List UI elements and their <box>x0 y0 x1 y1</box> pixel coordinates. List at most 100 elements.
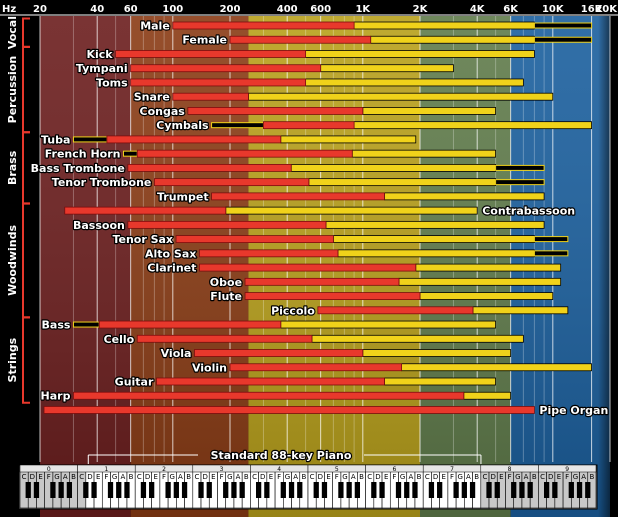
piano-black-key <box>371 482 377 498</box>
instrument-label-snare: Snare <box>134 91 170 104</box>
bar-bassoon-harmonics <box>325 220 545 229</box>
bar-clarinet-harmonics <box>415 263 562 272</box>
piano-note-label: G <box>170 473 175 481</box>
piano-note-label: D <box>30 473 35 481</box>
instrument-label-female: Female <box>182 34 227 47</box>
instrument-row-female: Female <box>181 33 593 48</box>
piano-note-label: C <box>79 473 84 481</box>
instrument-label-congas: Congas <box>140 105 186 118</box>
piano-black-key <box>576 482 583 498</box>
band-edge-fade <box>598 16 618 517</box>
piano-octave-label: 0 <box>47 466 51 473</box>
instrument-row-oboe: Oboe <box>209 275 562 290</box>
piano-octave-label: 1 <box>104 466 108 473</box>
bar-trumpet-fundamental <box>211 192 385 201</box>
piano-note-label: A <box>120 473 125 481</box>
x-tick-label-1k: 1K <box>355 4 371 15</box>
piano-octave-label: 5 <box>335 466 339 473</box>
instrument-label-toms: Toms <box>96 76 128 89</box>
bar-clarinet-fundamental <box>198 263 417 272</box>
group-bracket-percussion <box>22 45 30 134</box>
piano-note-label: A <box>581 473 586 481</box>
bar-tenor-trombone-extended <box>495 179 545 186</box>
bar-female-harmonics <box>370 35 535 44</box>
bar-cymbals-harmonics <box>353 121 592 130</box>
instrument-label-cymbals: Cymbals <box>156 119 209 132</box>
bar-piccolo-fundamental <box>317 306 474 315</box>
instrument-row-trumpet: Trumpet <box>156 189 545 205</box>
piano-octave-cell <box>538 464 597 473</box>
piano-note-label: D <box>318 473 323 481</box>
instrument-label-alto-sax: Alto Sax <box>145 247 196 260</box>
group-vocal: Vocal <box>6 16 30 49</box>
bar-female-fundamental <box>229 35 372 44</box>
bar-guitar-harmonics <box>384 377 497 386</box>
bar-harp-harmonics <box>463 391 512 400</box>
bar-violin-harmonics <box>401 363 592 372</box>
piano-note-label: F <box>335 473 339 481</box>
piano-black-key <box>412 482 418 498</box>
piano-black-key <box>280 482 286 498</box>
piano-note-label: E <box>269 473 273 481</box>
x-tick-label-40: 40 <box>90 4 104 15</box>
piano-note-label: G <box>458 473 463 481</box>
piano-label: Standard 88-key Piano <box>211 449 352 462</box>
piano-note-label: B <box>129 473 134 481</box>
group-label-woodwinds: Woodwinds <box>6 225 19 296</box>
piano-black-key <box>173 482 179 498</box>
piano-note-label: G <box>227 473 232 481</box>
bar-male-harmonics <box>353 21 535 30</box>
piano-black-key <box>552 482 558 498</box>
piano-note-label: D <box>260 473 265 481</box>
piano-note-label: E <box>557 473 561 481</box>
instrument-row-cymbals: Cymbals <box>155 118 592 133</box>
group-label-brass: Brass <box>6 150 19 185</box>
piano-black-key <box>585 482 591 498</box>
bar-tenor-trombone-fundamental <box>153 178 310 187</box>
piano-black-key <box>140 482 147 498</box>
piano-black-key <box>321 482 328 498</box>
piano-note-label: C <box>194 473 199 481</box>
piano-note-label: F <box>47 473 51 481</box>
piano-note-label: A <box>351 473 356 481</box>
bar-female-extended <box>533 36 593 43</box>
piano-black-key <box>91 482 97 498</box>
piano-note-label: F <box>392 473 396 481</box>
piano-note-label: D <box>433 473 438 481</box>
bar-snare-harmonics <box>248 92 554 101</box>
instrument-row-tuba: Tuba <box>40 132 417 148</box>
piano-note-label: B <box>589 473 594 481</box>
piano-note-label: B <box>474 473 479 481</box>
bar-cello-fundamental <box>136 334 313 343</box>
piano-note-label: G <box>400 473 405 481</box>
piano-note-label: F <box>277 473 281 481</box>
piano-octave-label: 7 <box>450 466 454 473</box>
instrument-label-violin: Violin <box>192 361 227 374</box>
piano-note-label: C <box>137 473 142 481</box>
piano-note-label: F <box>104 473 108 481</box>
bar-oboe-harmonics <box>398 277 562 286</box>
instrument-row-tympani: Tympani <box>75 61 454 76</box>
piano-note-label: A <box>63 473 68 481</box>
x-tick-label-4k: 4K <box>470 4 486 15</box>
piano-black-key <box>494 482 500 498</box>
bar-flute-harmonics <box>419 292 554 300</box>
piano-note-label: F <box>450 473 454 481</box>
bar-tenor-sax-extended <box>533 236 569 243</box>
bar-bass-trombone-extended <box>495 164 545 171</box>
bar-alto-sax-fundamental <box>198 249 339 258</box>
piano-note-label: E <box>326 473 330 481</box>
bar-tenor-trombone-harmonics <box>308 178 497 187</box>
instrument-row-bass: Bass <box>40 317 497 333</box>
bar-harp-fundamental <box>73 391 465 400</box>
x-tick-label-20k: 20K <box>595 4 618 15</box>
piano-black-key <box>58 482 64 498</box>
piano-note-label: A <box>293 473 298 481</box>
x-tick-label-200: 200 <box>220 4 241 15</box>
x-tick-label-16k: 16K <box>581 4 604 15</box>
group-bracket-woodwinds <box>22 202 30 319</box>
piano-black-key <box>124 482 130 498</box>
instrument-label-tenor-trombone: Tenor Trombone <box>52 176 152 189</box>
piano-note-label: E <box>211 473 215 481</box>
